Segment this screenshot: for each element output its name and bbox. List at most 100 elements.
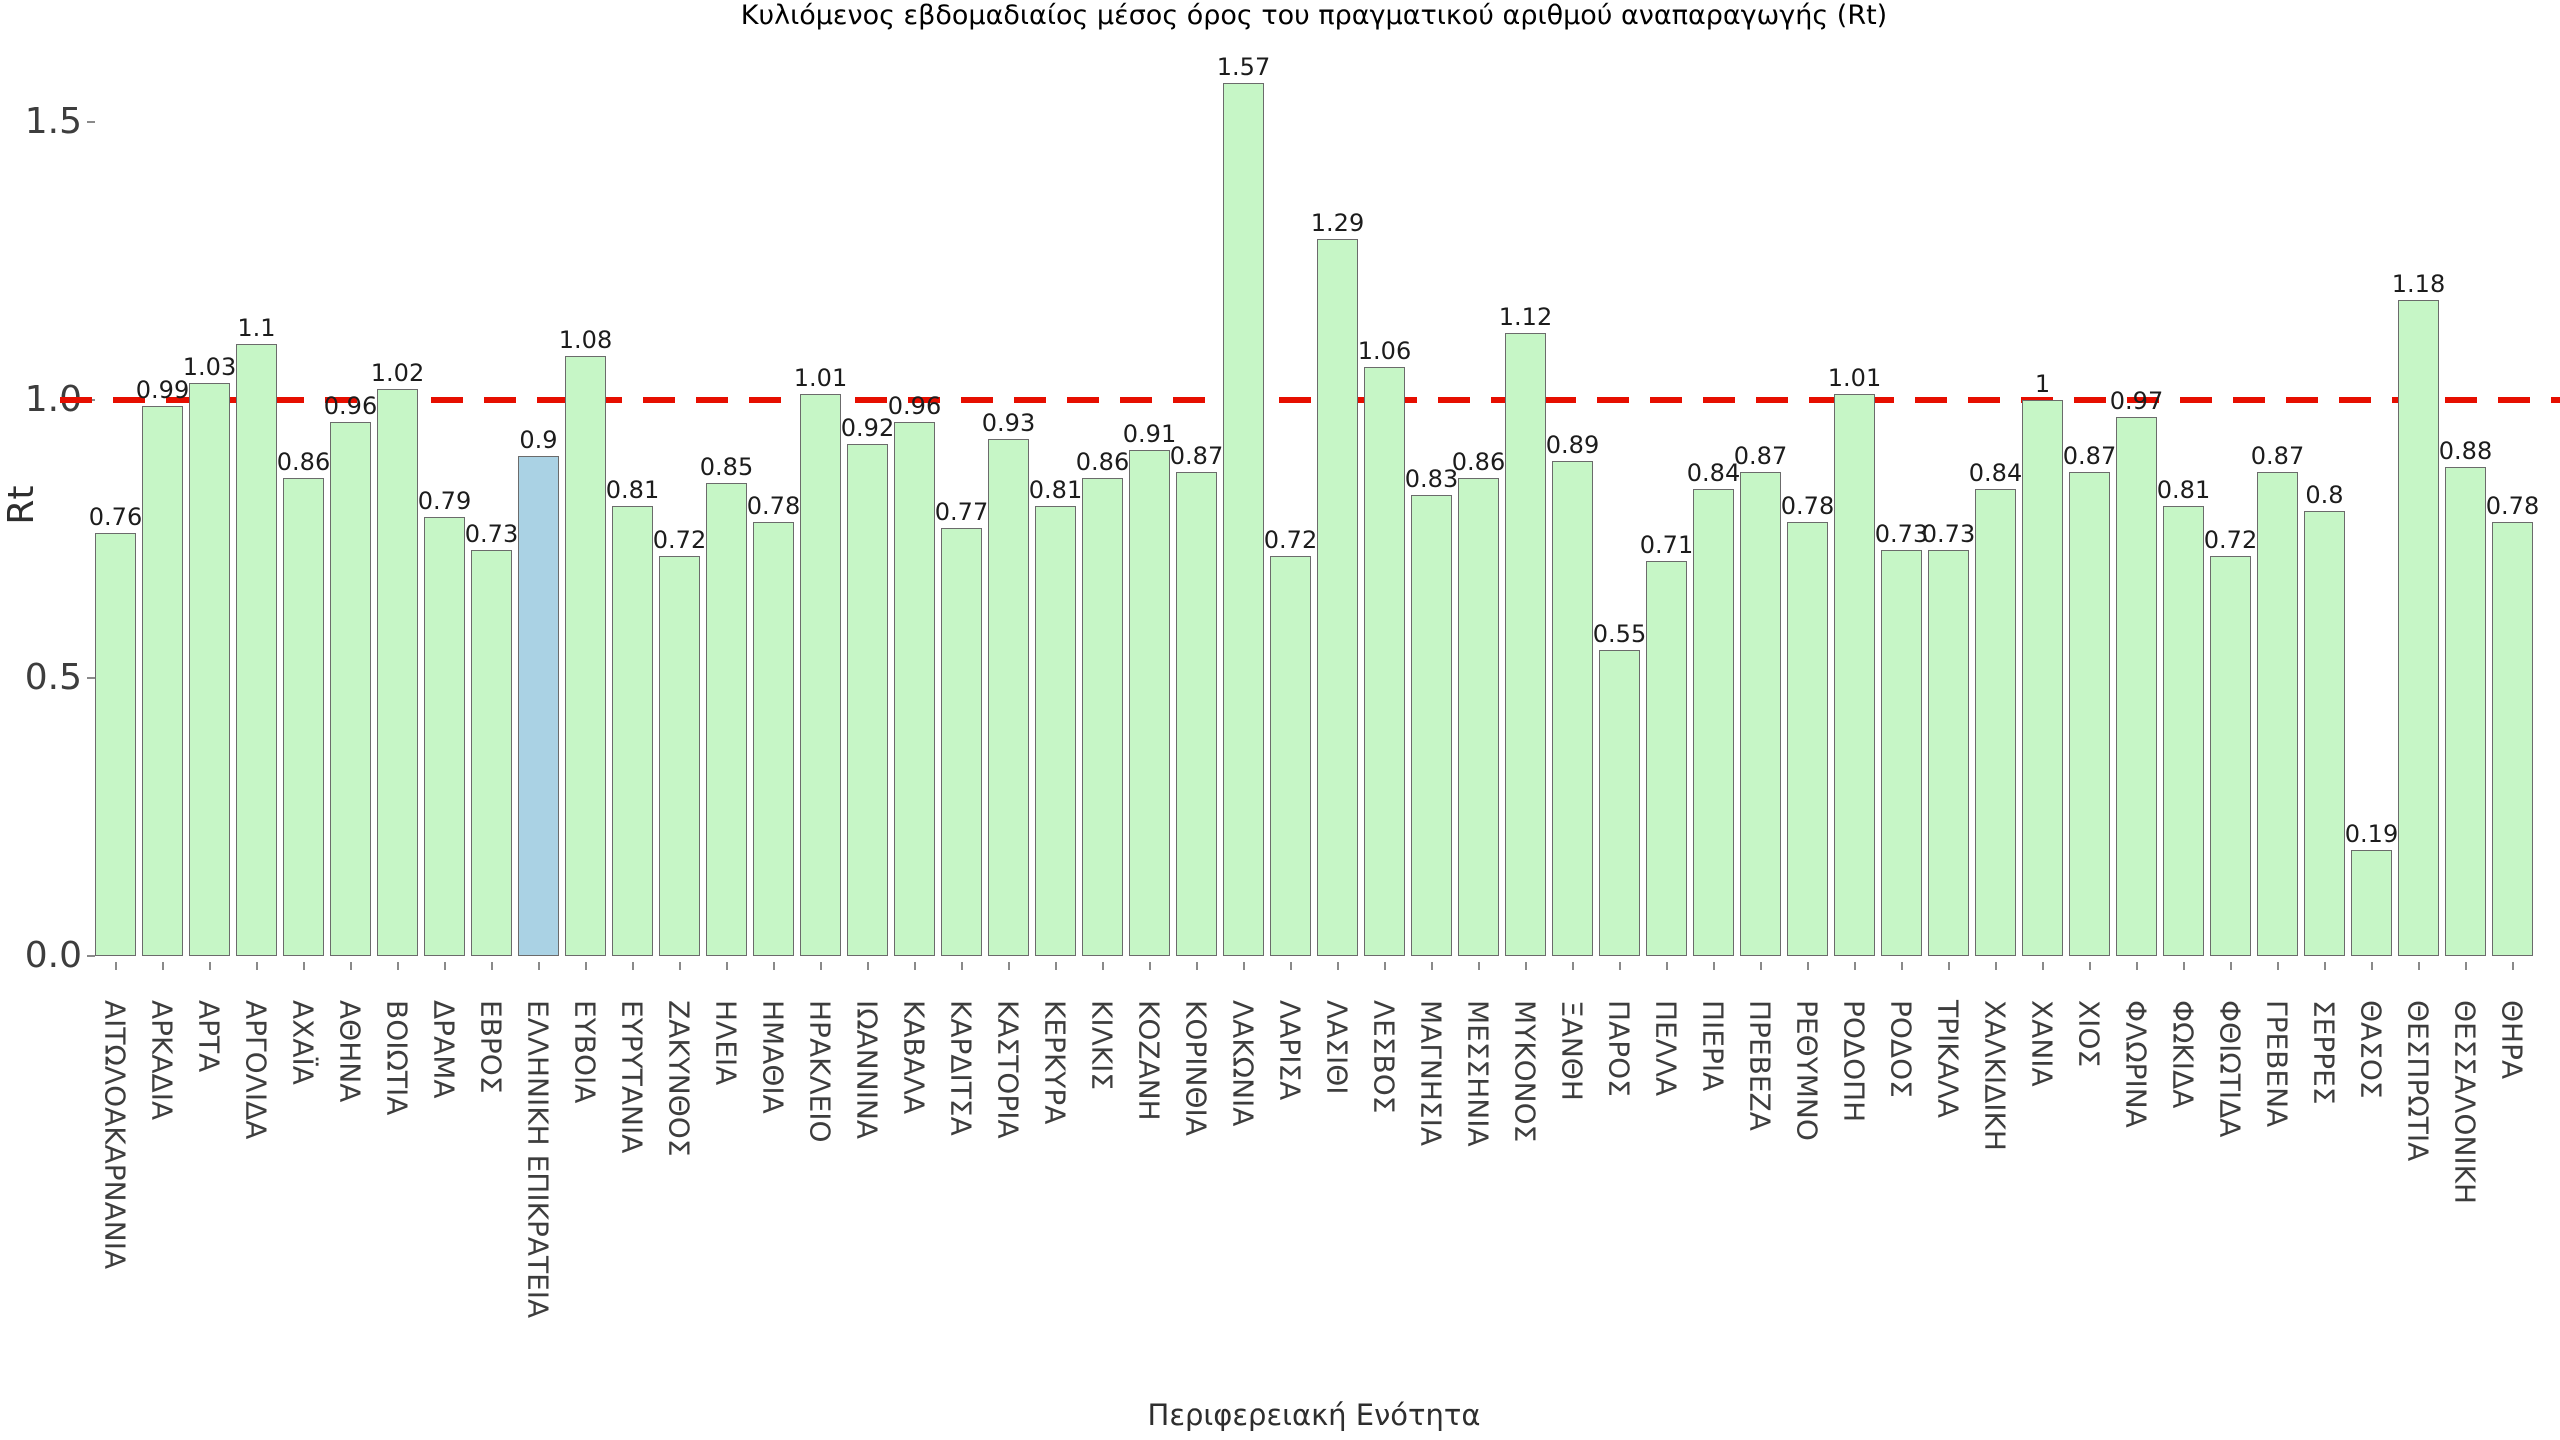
x-tick-label: ΛΑΣΙΘΙ bbox=[1320, 1000, 1354, 1095]
x-tick-mark bbox=[631, 962, 634, 970]
bar-ΚΑΡΔΙΤΣΑ bbox=[941, 528, 982, 956]
y-tick-label: 0.0 bbox=[24, 935, 82, 976]
bar-ΡΟΔΟΠΗ bbox=[1834, 394, 1875, 956]
x-tick-mark bbox=[1289, 962, 1292, 970]
x-tick-label: ΛΑΚΩΝΙΑ bbox=[1226, 1000, 1260, 1127]
x-tick-label: ΚΑΒΑΛΑ bbox=[897, 1000, 931, 1115]
x-tick-mark bbox=[1665, 962, 1668, 970]
x-tick-label: ΧΑΝΙΑ bbox=[2025, 1000, 2059, 1087]
reference-line bbox=[60, 397, 2560, 403]
bar-ΧΑΛΚΙΔΙΚΗ bbox=[1975, 489, 2016, 956]
bar-value-label: 1.08 bbox=[558, 326, 613, 354]
x-tick-mark bbox=[1054, 962, 1057, 970]
bar-ΣΕΡΡΕΣ bbox=[2304, 511, 2345, 956]
x-tick-label: ΦΩΚΙΔΑ bbox=[2166, 1000, 2200, 1109]
bar-value-label: 0.81 bbox=[605, 476, 660, 504]
bar-value-label: 0.81 bbox=[2156, 476, 2211, 504]
x-tick-label: ΚΟΡΙΝΘΙΑ bbox=[1179, 1000, 1213, 1136]
x-tick-label: ΛΑΡΙΣΑ bbox=[1273, 1000, 1307, 1101]
x-tick-label: ΚΑΡΔΙΤΣΑ bbox=[944, 1000, 978, 1136]
bar-ΘΕΣΣΑΛΟΝΙΚΗ bbox=[2445, 467, 2486, 956]
x-tick-label: ΑΙΤΩΛΟΑΚΑΡΝΑΝΙΑ bbox=[98, 1000, 132, 1270]
x-tick-mark bbox=[1712, 962, 1715, 970]
bar-value-label: 1.12 bbox=[1498, 303, 1553, 331]
x-tick-label: ΜΕΣΣΗΝΙΑ bbox=[1461, 1000, 1495, 1147]
bar-value-label: 1 bbox=[2034, 370, 2051, 398]
bar-value-label: 0.84 bbox=[1968, 459, 2023, 487]
x-tick-mark bbox=[1430, 962, 1433, 970]
x-tick-label: ΤΡΙΚΑΛΑ bbox=[1931, 1000, 1965, 1119]
x-tick-mark bbox=[1477, 962, 1480, 970]
bar-value-label: 0.79 bbox=[417, 487, 472, 515]
x-tick-mark bbox=[1148, 962, 1151, 970]
bar-value-label: 0.86 bbox=[276, 448, 331, 476]
x-tick-mark bbox=[1618, 962, 1621, 970]
bar-ΗΡΑΚΛΕΙΟ bbox=[800, 394, 841, 956]
x-tick-mark bbox=[1853, 962, 1856, 970]
x-tick-label: ΑΡΚΑΔΙΑ bbox=[145, 1000, 179, 1121]
bar-value-label: 0.81 bbox=[1028, 476, 1083, 504]
x-tick-mark bbox=[1947, 962, 1950, 970]
bar-ΦΩΚΙΔΑ bbox=[2163, 506, 2204, 956]
x-tick-label: ΜΥΚΟΝΟΣ bbox=[1508, 1000, 1542, 1143]
x-tick-label: ΡΕΘΥΜΝΟ bbox=[1790, 1000, 1824, 1141]
bar-ΦΛΩΡΙΝΑ bbox=[2116, 417, 2157, 956]
x-tick-label: ΕΥΡΥΤΑΝΙΑ bbox=[615, 1000, 649, 1154]
x-tick-label: ΙΩΑΝΝΙΝΑ bbox=[850, 1000, 884, 1140]
bar-ΑΧΑΪΑ bbox=[283, 478, 324, 956]
bar-value-label: 0.96 bbox=[323, 392, 378, 420]
bar-ΛΑΚΩΝΙΑ bbox=[1223, 83, 1264, 956]
x-tick-mark bbox=[1336, 962, 1339, 970]
bar-ΡΟΔΟΣ bbox=[1881, 550, 1922, 956]
x-tick-label: ΞΑΝΘΗ bbox=[1555, 1000, 1589, 1101]
x-tick-mark bbox=[1101, 962, 1104, 970]
bar-value-label: 0.73 bbox=[1921, 520, 1976, 548]
x-tick-mark bbox=[490, 962, 493, 970]
bar-value-label: 1.01 bbox=[1827, 364, 1882, 392]
bar-value-label: 0.88 bbox=[2438, 437, 2493, 465]
x-tick-mark bbox=[443, 962, 446, 970]
x-tick-mark bbox=[2323, 962, 2326, 970]
x-tick-mark bbox=[1383, 962, 1386, 970]
bar-value-label: 0.78 bbox=[2485, 492, 2540, 520]
x-tick-mark bbox=[1900, 962, 1903, 970]
y-tick-mark bbox=[87, 121, 95, 123]
bar-value-label: 0.96 bbox=[887, 392, 942, 420]
x-tick-mark bbox=[2135, 962, 2138, 970]
bar-value-label: 0.8 bbox=[2305, 481, 2344, 509]
x-tick-label: ΒΟΙΩΤΙΑ bbox=[380, 1000, 414, 1116]
bar-ΞΑΝΘΗ bbox=[1552, 461, 1593, 956]
x-tick-label: ΠΑΡΟΣ bbox=[1602, 1000, 1636, 1097]
x-tick-label: ΦΘΙΩΤΙΔΑ bbox=[2213, 1000, 2247, 1138]
chart-title: Κυλιόμενος εβδομαδιαίος μέσος όρος του π… bbox=[740, 0, 1888, 31]
x-tick-mark bbox=[2276, 962, 2279, 970]
bar-ΚΟΡΙΝΘΙΑ bbox=[1176, 472, 1217, 956]
y-axis-title: Rt bbox=[1, 485, 42, 525]
bar-ΑΙΤΩΛΟΑΚΑΡΝΑΝΙΑ bbox=[95, 533, 136, 956]
x-tick-mark bbox=[2417, 962, 2420, 970]
x-tick-mark bbox=[1007, 962, 1010, 970]
x-tick-mark bbox=[772, 962, 775, 970]
bar-value-label: 0.76 bbox=[88, 503, 143, 531]
bar-ΚΙΛΚΙΣ bbox=[1082, 478, 1123, 956]
y-tick-mark bbox=[87, 955, 95, 957]
bar-ΡΕΘΥΜΝΟ bbox=[1787, 522, 1828, 956]
bar-value-label: 0.93 bbox=[981, 409, 1036, 437]
bar-ΛΑΣΙΘΙ bbox=[1317, 239, 1358, 956]
x-tick-mark bbox=[2041, 962, 2044, 970]
y-tick-label: 0.5 bbox=[24, 657, 82, 698]
bar-ΘΕΣΠΡΩΤΙΑ bbox=[2398, 300, 2439, 956]
y-tick-label: 1.5 bbox=[24, 101, 82, 142]
bar-ΑΡΓΟΛΙΔΑ bbox=[236, 344, 277, 956]
x-tick-label: ΑΘΗΝΑ bbox=[333, 1000, 367, 1103]
bar-value-label: 0.72 bbox=[652, 526, 707, 554]
x-tick-label: ΛΕΣΒΟΣ bbox=[1367, 1000, 1401, 1114]
bar-ΤΡΙΚΑΛΑ bbox=[1928, 550, 1969, 956]
x-tick-label: ΠΙΕΡΙΑ bbox=[1696, 1000, 1730, 1092]
bar-value-label: 1.03 bbox=[182, 353, 237, 381]
x-tick-label: ΜΑΓΝΗΣΙΑ bbox=[1414, 1000, 1448, 1147]
bar-ΛΑΡΙΣΑ bbox=[1270, 556, 1311, 956]
bar-value-label: 0.71 bbox=[1639, 531, 1694, 559]
bar-ΦΘΙΩΤΙΔΑ bbox=[2210, 556, 2251, 956]
